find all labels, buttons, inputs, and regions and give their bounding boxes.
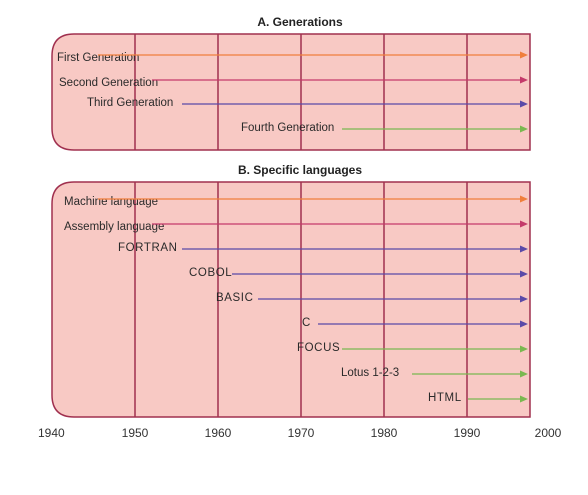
panel-b: Machine language Assembly language FORTRAN… bbox=[51, 181, 531, 418]
axis-year-label: 1980 bbox=[371, 426, 398, 440]
language-row-arrowhead-icon bbox=[520, 195, 528, 203]
language-row-label: FOCUS bbox=[297, 342, 340, 354]
language-row-arrowhead-icon bbox=[520, 345, 528, 353]
language-row-label: FORTRAN bbox=[118, 242, 178, 254]
language-row-arrowhead-icon bbox=[520, 395, 528, 403]
language-row-label: HTML bbox=[428, 392, 462, 404]
generation-row-label: Second Generation bbox=[59, 77, 158, 89]
axis-year-label: 1950 bbox=[122, 426, 149, 440]
axis-year-label: 1960 bbox=[205, 426, 232, 440]
language-row-label: Machine language bbox=[64, 196, 158, 208]
language-row-label: COBOL bbox=[189, 267, 232, 279]
language-row-arrowhead-icon bbox=[520, 295, 528, 303]
language-row-label: BASIC bbox=[216, 292, 254, 304]
language-row: Machine language bbox=[64, 195, 528, 208]
generation-row: Third Generation bbox=[87, 97, 528, 109]
language-row: COBOL bbox=[189, 267, 528, 279]
panel-a: First Generation Second Generation Third G… bbox=[51, 33, 531, 151]
language-row: C bbox=[302, 317, 528, 329]
generation-row: First Generation bbox=[57, 51, 528, 64]
axis-year-label: 1990 bbox=[454, 426, 481, 440]
panel-b-title: B. Specific languages bbox=[238, 163, 362, 177]
language-row: HTML bbox=[428, 392, 528, 404]
generation-row-label: First Generation bbox=[57, 52, 139, 64]
axis-year-label: 2000 bbox=[535, 426, 562, 440]
axis-year-label: 1940 bbox=[38, 426, 65, 440]
generation-row-label: Fourth Generation bbox=[241, 122, 334, 134]
language-row: FORTRAN bbox=[118, 242, 528, 254]
panel-a-title: A. Generations bbox=[257, 15, 343, 29]
language-row: FOCUS bbox=[297, 342, 528, 354]
generation-row-arrowhead-icon bbox=[520, 100, 528, 108]
language-row-label: Assembly language bbox=[64, 221, 164, 233]
generation-row: Second Generation bbox=[59, 76, 528, 89]
language-row-label: C bbox=[302, 317, 311, 329]
panel-a-background bbox=[51, 33, 531, 151]
generation-row-label: Third Generation bbox=[87, 97, 173, 109]
language-row-arrowhead-icon bbox=[520, 320, 528, 328]
language-row-arrowhead-icon bbox=[520, 220, 528, 228]
panel-b-rows: Machine language Assembly language FORTRAN… bbox=[64, 195, 528, 404]
axis-year-label: 1970 bbox=[288, 426, 315, 440]
language-row-arrowhead-icon bbox=[520, 370, 528, 378]
generation-row-arrowhead-icon bbox=[520, 51, 528, 59]
generation-row: Fourth Generation bbox=[241, 122, 528, 134]
language-row: Assembly language bbox=[64, 220, 528, 233]
generation-row-arrowhead-icon bbox=[520, 125, 528, 133]
language-row-arrowhead-icon bbox=[520, 245, 528, 253]
panel-a-gridlines bbox=[134, 34, 468, 150]
language-row-label: Lotus 1-2-3 bbox=[341, 367, 399, 379]
language-row: Lotus 1-2-3 bbox=[341, 367, 528, 379]
panel-a-rows: First Generation Second Generation Third G… bbox=[57, 51, 528, 134]
language-row-arrowhead-icon bbox=[520, 270, 528, 278]
year-axis: 1940 1950 1960 1970 1980 1990 2000 bbox=[38, 426, 562, 440]
language-row: BASIC bbox=[216, 292, 528, 304]
generation-row-arrowhead-icon bbox=[520, 76, 528, 84]
